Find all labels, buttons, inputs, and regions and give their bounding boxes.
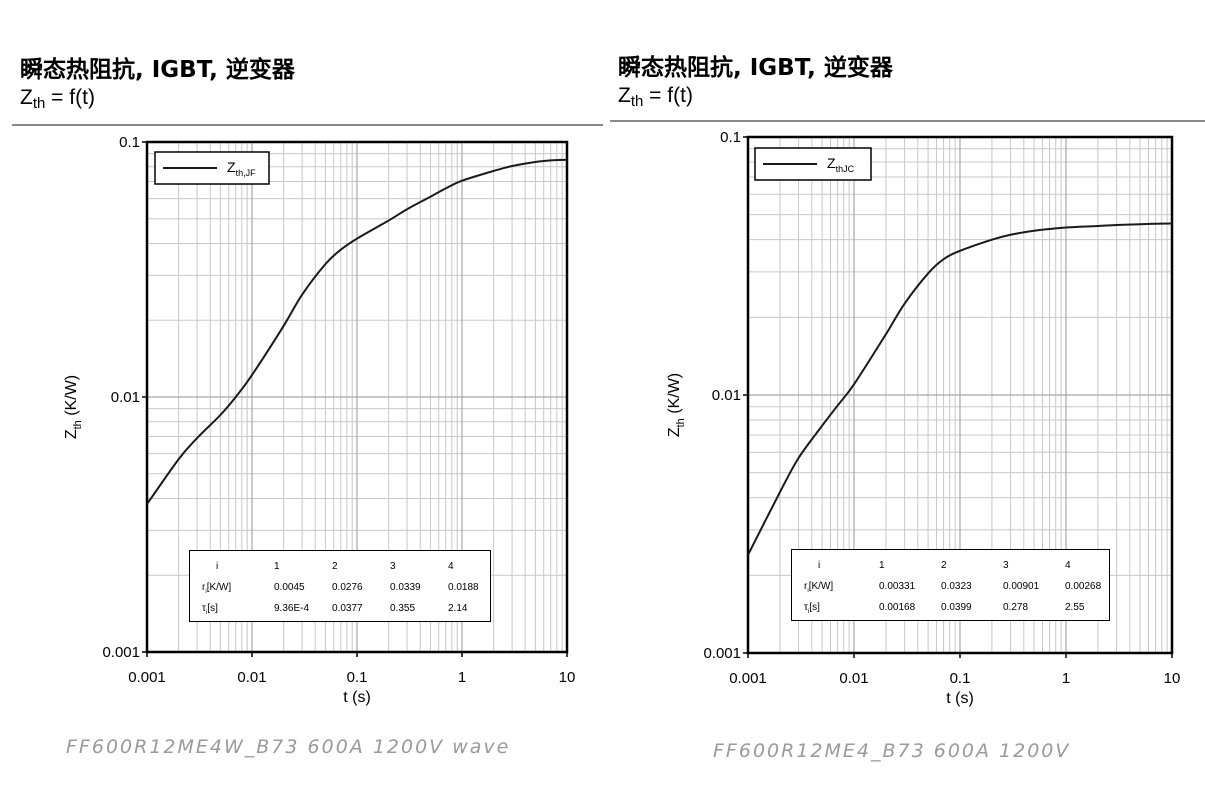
- panel-subtitle: Zth = f(t): [20, 86, 95, 112]
- x-tick-label: 0.1: [347, 669, 368, 686]
- legend-label-subscript: thJC: [836, 164, 855, 174]
- panel-title: 瞬态热阻抗, IGBT, 逆变器: [618, 55, 893, 81]
- table-header-cell: 2: [332, 561, 338, 572]
- x-tick-label: 1: [458, 669, 466, 686]
- y-tick-label: 0.001: [703, 645, 741, 662]
- table-header-cell: i: [818, 560, 821, 571]
- panel-subtitle: Zth = f(t): [618, 84, 693, 110]
- chart-panel-right: 瞬态热阻抗, IGBT, 逆变器 Zth = f(t) 0.001 0.01 0.1…: [603, 0, 1205, 794]
- zth-chart-jf: 0.001 0.01 0.1 1 10 0.001 0.01 0.1 t (s) Zth (K/W…: [63, 134, 576, 706]
- table-cell: 0.0399: [941, 602, 972, 613]
- y-axis-label: Zth (K/W): [63, 375, 84, 439]
- table-row-label: ri[K/W]: [202, 582, 232, 595]
- y-axis-label-unit: (K/W): [63, 375, 80, 420]
- table-cell: 0.0323: [941, 581, 972, 592]
- table-row-label: τi[s]: [804, 602, 820, 615]
- table-cell: 0.0045: [274, 582, 305, 593]
- y-tick-label: 0.01: [111, 389, 140, 406]
- table-cell: 0.00331: [879, 581, 916, 592]
- y-axis-label-unit: (K/W): [666, 373, 683, 418]
- table-header-cell: 2: [941, 560, 947, 571]
- x-tick-label: 0.001: [729, 670, 767, 687]
- table-header-cell: i: [216, 561, 219, 572]
- x-axis-label: t (s): [343, 689, 371, 706]
- series-line: [747, 222, 1173, 556]
- table-row: ri[K/W] 0.0045 0.0276 0.0339 0.0188: [190, 582, 490, 596]
- chart-panel-left: 瞬态热阻抗, IGBT, 逆变器 Zth = f(t) 0.001 0.01 0.1…: [12, 57, 603, 758]
- thermal-parameter-table: i 1 2 3 4 ri[K/W] 0.0045 0.0276 0.0339 0…: [189, 550, 491, 622]
- zth-chart-jc: 0.001 0.01 0.1 1 10 0.001 0.01 0.1 t (s) Zth (K/W…: [666, 129, 1181, 707]
- y-axis-label-symbol: Z: [666, 427, 683, 437]
- y-axis-label-symbol: Z: [63, 429, 80, 439]
- image-caption: FF600R12ME4_B73 600A 1200V: [713, 740, 1071, 762]
- x-tick-label: 0.001: [128, 669, 166, 686]
- legend-label: ZthJC: [827, 155, 855, 174]
- x-tick-label: 10: [1164, 670, 1181, 687]
- table-cell: 0.0276: [332, 582, 363, 593]
- table-header-cell: 1: [879, 560, 885, 571]
- panel-title: 瞬态热阻抗, IGBT, 逆变器: [20, 57, 295, 83]
- title-divider: [12, 124, 603, 126]
- table-row: τi[s] 9.36E-4 0.0377 0.355 2.14: [190, 603, 490, 617]
- y-axis-label-subscript: th: [675, 418, 687, 427]
- table-cell: 0.0188: [448, 582, 479, 593]
- y-tick-label: 0.01: [712, 387, 741, 404]
- table-header-cell: 3: [1003, 560, 1009, 571]
- table-cell: 0.0339: [390, 582, 421, 593]
- table-header-row: i 1 2 3 4: [190, 561, 490, 575]
- x-tick-label: 0.01: [839, 670, 868, 687]
- y-axis-label-subscript: th: [72, 420, 84, 429]
- table-cell: 0.278: [1003, 602, 1029, 613]
- table-cell: 0.00901: [1003, 581, 1040, 592]
- table-cell: 2.55: [1065, 602, 1085, 613]
- x-tick-label: 1: [1062, 670, 1070, 687]
- thermal-parameter-table: i 1 2 3 4 ri[K/W] 0.00331 0.0323 0.00901…: [791, 549, 1110, 621]
- table-cell: 0.0377: [332, 603, 363, 614]
- table-cell: 2.14: [448, 603, 468, 614]
- table-cell: 0.00168: [879, 602, 916, 613]
- table-row: ri[K/W] 0.00331 0.0323 0.00901 0.00268: [792, 581, 1109, 595]
- legend-label-symbol: Z: [227, 159, 236, 175]
- table-header-cell: 4: [1065, 560, 1071, 571]
- y-tick-label: 0.1: [119, 134, 140, 151]
- table-header-cell: 1: [274, 561, 280, 572]
- image-caption: FF600R12ME4W_B73 600A 1200V wave: [66, 736, 511, 758]
- table-cell: 9.36E-4: [274, 603, 310, 614]
- y-axis-label: Zth (K/W): [666, 373, 687, 437]
- legend-label: Zth,JF: [227, 159, 256, 178]
- table-row-label: ri[K/W]: [804, 581, 834, 594]
- table-cell: 0.00268: [1065, 581, 1102, 592]
- legend-label-subscript: th,JF: [236, 168, 257, 178]
- series-line: [146, 158, 568, 505]
- table-row-label: τi[s]: [202, 603, 218, 616]
- table-row: τi[s] 0.00168 0.0399 0.278 2.55: [792, 602, 1109, 616]
- y-tick-label: 0.1: [720, 129, 741, 146]
- table-header-cell: 4: [448, 561, 454, 572]
- table-header-cell: 3: [390, 561, 396, 572]
- table-cell: 0.355: [390, 603, 416, 614]
- x-tick-label: 0.01: [237, 669, 266, 686]
- y-tick-label: 0.001: [102, 644, 140, 661]
- x-tick-label: 10: [559, 669, 576, 686]
- x-axis-label: t (s): [946, 690, 974, 707]
- x-tick-label: 0.1: [950, 670, 971, 687]
- title-divider: [610, 120, 1205, 122]
- legend-label-symbol: Z: [827, 155, 836, 171]
- table-header-row: i 1 2 3 4: [792, 560, 1109, 574]
